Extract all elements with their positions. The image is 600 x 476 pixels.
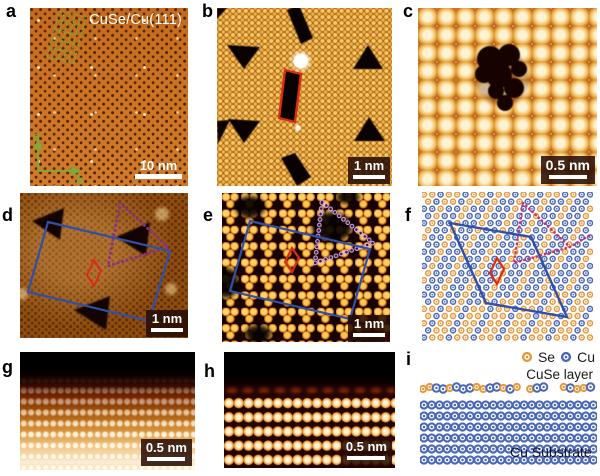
bright-adatom [293, 53, 309, 69]
panel-f-overlays [447, 200, 593, 319]
panel-e-scalebar: 1 nm [348, 314, 390, 342]
se-legend-dot [521, 351, 533, 363]
moire-unit-cell-blue [447, 221, 570, 319]
panel-h-scalebar-label: 0.5 nm [345, 438, 387, 454]
vacuum-region [20, 352, 195, 393]
panel-f-label: f [405, 205, 411, 225]
panel-c-overlays [475, 44, 529, 111]
panel-d-scalebar-label: 1 nm [151, 310, 183, 326]
moire-unit-cell-blue [228, 219, 372, 321]
atomic-unit-cell-red [283, 245, 301, 275]
panel-a-overlays: a b [33, 10, 87, 186]
atomic-model-lattice [422, 192, 593, 341]
panel-b-scalebar-label: 1 nm [353, 157, 385, 173]
triangular-vacancies [32, 208, 150, 330]
sample-annotation: CuSe/Cu(111) [89, 12, 182, 28]
atomic-unit-cell-red [488, 255, 506, 287]
axis-b-label: b [76, 173, 83, 186]
dotted-triangle-overlay [512, 200, 593, 265]
bright-spots [20, 207, 177, 300]
panel-b-scalebar: 1 nm [348, 156, 390, 184]
panel-c-scalebar-bar [548, 175, 587, 179]
small-bright-spot [295, 125, 301, 131]
panel-h-cross-section-image: 0.5 nm [224, 352, 395, 468]
cu-legend-label: Cu [577, 349, 595, 365]
vacancy-islands [217, 8, 385, 186]
panel-g-cross-section-image: 0.5 nm [20, 352, 195, 470]
panel-e-label: e [203, 205, 214, 225]
panel-e-scalebar-bar [353, 333, 385, 337]
panel-d-label: d [2, 205, 13, 225]
dotted-triangle-overlay [313, 199, 376, 265]
panel-d-overlays [20, 200, 177, 330]
panel-c-stm-image: 0.5 nm [418, 8, 597, 186]
panel-c-label: c [403, 1, 414, 21]
crystal-axes: a b [33, 129, 83, 186]
panel-c-scalebar: 0.5 nm [540, 155, 595, 184]
panel-h-label: h [204, 361, 215, 381]
panel-d-scalebar-bar [151, 328, 183, 332]
panel-a-scalebar-bar [135, 174, 182, 179]
panel-d-scalebar: 1 nm [146, 309, 188, 337]
panel-b-overlays [217, 8, 385, 186]
vacuum-region [224, 352, 395, 392]
cu-legend-dot [560, 351, 572, 363]
atomic-unit-cell-red [85, 257, 103, 289]
panel-g-label: g [2, 357, 13, 377]
panel-g-scalebar-bar [147, 457, 186, 461]
panel-h-scalebar-bar [347, 456, 386, 460]
line-defect-red-outline [277, 68, 303, 124]
panel-d-stm-image: 1 nm [20, 193, 188, 338]
dotted-triangle-overlay [106, 200, 171, 269]
panel-i-side-view-model: Se Cu CuSe layer Cu Substrate [420, 348, 597, 474]
panel-a-scalebar-label: 10 nm [139, 158, 178, 173]
panel-g-scalebar: 0.5 nm [140, 438, 192, 466]
vacancy-cluster [475, 44, 527, 111]
panel-e-stm-image: 1 nm [222, 193, 390, 342]
model-legend: Se Cu [521, 350, 595, 364]
panel-i-label: i [406, 349, 412, 369]
se-legend-label: Se [537, 349, 556, 365]
panel-c-scalebar-label: 0.5 nm [545, 156, 590, 173]
panel-g-scalebar-label: 0.5 nm [145, 439, 187, 455]
green-lattice-overlay [46, 10, 87, 64]
panel-b-scalebar-bar [353, 175, 385, 179]
cu-substrate-label: Cu Substrate [510, 444, 592, 460]
side-view-atom-lattice [420, 382, 597, 465]
panel-e-scalebar-label: 1 nm [353, 315, 385, 331]
panel-a-scalebar: 10 nm [135, 159, 182, 179]
axis-a-label: a [33, 129, 40, 143]
panel-b-stm-image: 1 nm [217, 8, 392, 186]
cuse-layer-label: CuSe layer [526, 367, 593, 382]
panel-f-atomic-model [422, 192, 593, 345]
panel-b-label: b [202, 1, 213, 21]
panel-a-label: a [6, 1, 17, 21]
panel-a-stm-image: a b CuSe/Cu(111) 10 nm [30, 8, 188, 186]
panel-h-scalebar: 0.5 nm [340, 437, 392, 465]
